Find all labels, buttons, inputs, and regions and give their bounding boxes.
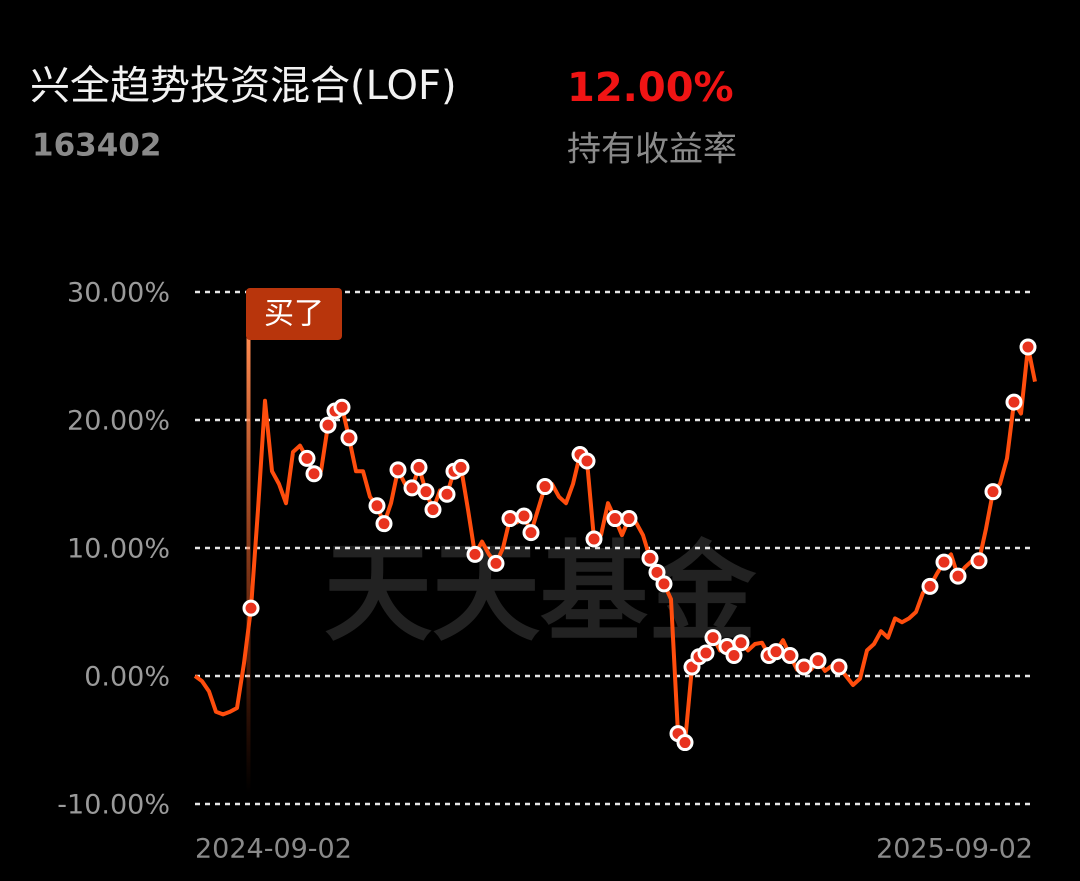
trade-marker [641,549,659,567]
trade-marker [970,552,988,570]
annotation-text: 买了 [264,297,324,332]
trade-marker [949,567,967,585]
trade-marker [1005,393,1023,411]
trade-marker [697,644,715,662]
trade-marker [620,510,638,528]
trade-marker [935,553,953,571]
x-tick-label: 2024-09-02 [195,834,352,865]
trade-marker [452,458,470,476]
trade-marker [515,507,533,525]
return-label: 持有收益率 [567,130,737,170]
trade-marker [1019,338,1037,356]
return-value: 12.00% [567,65,734,111]
trade-marker [375,515,393,533]
trade-marker [781,647,799,665]
trade-marker [536,478,554,496]
trade-marker [340,429,358,447]
trade-marker [319,416,337,434]
y-tick-label: 0.00% [84,662,170,693]
x-tick-label: 2025-09-02 [876,834,1033,865]
fund-title: 兴全趋势投资混合(LOF) [30,63,457,109]
trade-marker [242,599,260,617]
trade-marker [410,458,428,476]
trade-marker [830,658,848,676]
trade-marker [676,734,694,752]
trade-marker [606,510,624,528]
fund-code: 163402 [32,128,161,164]
trade-marker [984,483,1002,501]
y-tick-label: 30.00% [67,278,170,309]
trade-marker [725,647,743,665]
trade-marker [389,461,407,479]
trade-marker [403,479,421,497]
trade-marker [578,452,596,470]
trade-marker [585,530,603,548]
trade-marker [767,643,785,661]
watermark: 天天基金 [324,531,757,656]
trade-marker [501,510,519,528]
trade-marker [522,524,540,542]
trade-marker [424,501,442,519]
trade-marker [368,497,386,515]
annotation-box [246,288,342,340]
trade-marker [298,449,316,467]
y-tick-label: 10.00% [67,534,170,565]
trade-marker [305,465,323,483]
trade-marker [438,485,456,503]
trade-marker [655,575,673,593]
trade-marker [487,554,505,572]
trade-marker [466,545,484,563]
annotation-stem [246,338,251,793]
trade-marker [704,629,722,647]
y-tick-label: 20.00% [67,406,170,437]
trade-marker [732,634,750,652]
trade-marker [333,398,351,416]
trade-marker [809,652,827,670]
trade-marker [417,483,435,501]
trade-marker [921,577,939,595]
trade-marker [795,658,813,676]
y-tick-label: -10.00% [57,790,170,821]
